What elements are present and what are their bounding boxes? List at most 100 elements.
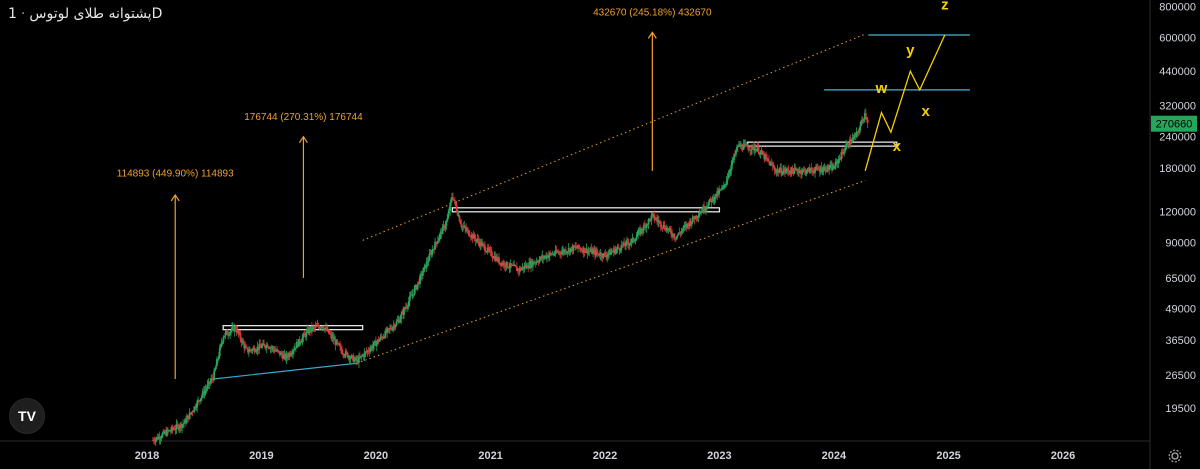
candle-body (728, 172, 731, 175)
candle-body (773, 167, 776, 171)
candle-body (681, 229, 684, 232)
candle-body (278, 350, 280, 352)
y-tick-label: 49000 (1165, 303, 1196, 315)
candle-body (209, 381, 212, 384)
candle-body (804, 169, 807, 174)
candle-body (625, 241, 627, 247)
candle-body (399, 319, 402, 323)
candle-body (628, 243, 631, 246)
gear-icon[interactable] (1168, 449, 1182, 463)
candle-body (297, 339, 300, 347)
candle-body (588, 251, 591, 252)
candle-body (800, 170, 802, 174)
candle-body (705, 207, 708, 208)
candle-body (590, 248, 593, 252)
candle-body (488, 249, 491, 251)
candle-body (834, 161, 837, 168)
candle-body (352, 355, 355, 362)
candle-body (381, 337, 384, 339)
candle-body (481, 243, 484, 246)
candle-body (472, 234, 475, 239)
candle-body (539, 256, 542, 260)
candle-body (218, 347, 221, 357)
candle-body (534, 262, 537, 264)
candle-body (683, 226, 686, 228)
axes: 800000 600000 440000 320000 240000 180000 1200… (135, 2, 1197, 462)
candle-body (640, 228, 642, 235)
candle-body (591, 248, 594, 254)
candle-body (794, 167, 797, 170)
candle-body (191, 411, 194, 413)
candle-body (416, 284, 419, 290)
candle-body (400, 314, 403, 320)
candle-body (604, 253, 607, 256)
candle-body (298, 339, 301, 344)
candle-body (642, 230, 644, 231)
candle-body (188, 412, 191, 420)
candle-body (675, 236, 678, 240)
candle-body (498, 257, 500, 264)
candle-body (310, 326, 313, 331)
candle-body (841, 151, 844, 154)
candle-body (377, 339, 380, 342)
candle-body (631, 237, 634, 240)
candle-body (367, 350, 370, 352)
tradingview-logo[interactable]: TV (9, 398, 45, 434)
candle-body (441, 226, 444, 235)
candle-body (330, 334, 333, 339)
candle-body (235, 329, 238, 333)
candle-body (861, 120, 863, 122)
candle-body (174, 429, 177, 431)
candle-body (678, 232, 681, 234)
candle-body (666, 227, 669, 231)
candle-body (809, 167, 812, 173)
candle-body (158, 436, 161, 440)
candle-body (285, 354, 288, 360)
candle-body (763, 153, 766, 160)
candle-body (806, 168, 809, 172)
candle-body (177, 425, 180, 430)
wave-label-x: x (893, 138, 902, 155)
candle-body (831, 164, 833, 171)
y-tick-label: 240000 (1159, 132, 1196, 144)
candle-body (859, 125, 862, 131)
measure-arrow-head (647, 31, 657, 39)
candle-body (480, 241, 483, 246)
candle-body (327, 329, 330, 334)
x-tick-label: 2026 (1051, 450, 1075, 462)
candle-body (787, 170, 790, 173)
candle-body (395, 321, 398, 326)
candle-body (184, 419, 187, 424)
candle-body (557, 252, 560, 253)
candle-body (546, 255, 548, 259)
candle-body (554, 250, 557, 255)
candle-body (453, 200, 456, 202)
candle-body (319, 327, 322, 329)
candle-body (372, 345, 374, 349)
candle-body (216, 359, 218, 367)
candle-body (658, 221, 660, 223)
candle-body (239, 333, 242, 340)
candle-body (611, 251, 614, 253)
candle-body (521, 266, 524, 269)
candle-body (722, 185, 725, 187)
candle-body (661, 227, 664, 229)
candle-body (846, 143, 848, 146)
candle-body (572, 245, 575, 252)
candle-body (620, 245, 623, 251)
candle-body (344, 351, 347, 356)
candle-body (858, 130, 861, 132)
candle-body (735, 150, 737, 155)
measurements: 114893 (449.90%) 114893 176744 (270.31%) … (117, 7, 712, 379)
candle-body (426, 261, 429, 263)
candle-body (284, 353, 287, 360)
candle-body (202, 391, 205, 395)
candle-body (173, 429, 176, 430)
measure-label: 176744 (270.31%) 176744 (244, 112, 363, 123)
candle-body (234, 326, 237, 330)
candle-body (783, 168, 785, 171)
x-tick-label: 2022 (593, 450, 617, 462)
candle-body (470, 234, 473, 238)
candle-body (302, 333, 305, 338)
